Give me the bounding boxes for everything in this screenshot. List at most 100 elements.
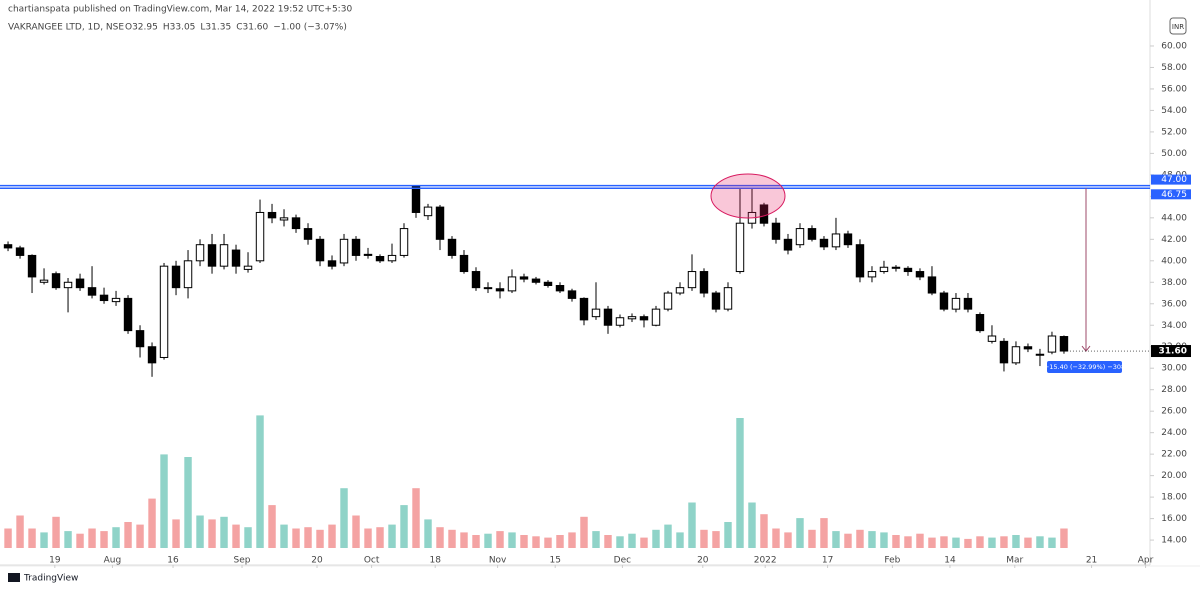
candle-body [87, 287, 97, 296]
volume-bar [124, 522, 132, 548]
candle-body [927, 276, 937, 294]
brand: TradingView [23, 574, 78, 584]
candle-body [807, 228, 817, 240]
volume-bar [832, 531, 840, 548]
candle-body [147, 346, 157, 364]
volume-bar [556, 535, 564, 548]
candle-body [711, 292, 721, 310]
candle-body [831, 233, 841, 248]
candle-body [639, 316, 649, 321]
candle-body [15, 247, 25, 256]
candle-body [51, 273, 61, 289]
x-tick-label: Feb [884, 556, 900, 566]
volume-bar [1012, 535, 1020, 548]
ohlc-value: O32.95 [125, 23, 158, 33]
y-tick-label: 58.00 [1161, 63, 1187, 73]
volume-bar [760, 514, 768, 548]
candle-body [867, 271, 877, 278]
candle-body [567, 290, 577, 299]
candle-body [447, 238, 457, 256]
x-tick-label: Dec [614, 556, 631, 566]
volume-bar [148, 498, 156, 548]
volume-bar [232, 524, 240, 548]
candle-body [1023, 346, 1033, 350]
volume-bar [460, 532, 468, 548]
volume-bar [952, 537, 960, 548]
volume-bar [280, 524, 288, 548]
volume-bar [580, 516, 588, 548]
legend: VAKRANGEE LTD, 1D, NSE O32.95 H33.05 L31.3… [8, 23, 347, 33]
x-tick-label: Oct [364, 556, 380, 566]
volume-bar [1000, 536, 1008, 548]
volume-bar [772, 528, 780, 548]
published-line: chartianspata published on TradingView.c… [8, 5, 352, 15]
volume-bar [856, 529, 864, 548]
candle-body [795, 228, 805, 246]
volume-bar [928, 537, 936, 548]
candle-body [507, 276, 517, 292]
volume-bar [64, 531, 72, 548]
candle-body [903, 267, 913, 273]
candle-body [207, 244, 217, 267]
volume-bar [520, 535, 528, 548]
candle-body [303, 228, 313, 240]
x-tick-label: Aug [104, 556, 122, 566]
x-tick-label: Sep [234, 556, 251, 566]
volume-bar [820, 518, 828, 548]
candle-body [699, 271, 709, 294]
y-tick-label: 34.00 [1161, 321, 1187, 331]
volume-bar [436, 527, 444, 548]
y-tick-label: 30.00 [1161, 364, 1187, 374]
volume-bar [28, 528, 36, 548]
y-tick-label: 38.00 [1161, 278, 1187, 288]
volume-bar [304, 527, 312, 548]
y-tick-label: 50.00 [1161, 149, 1187, 159]
volume-bar [892, 535, 900, 548]
candle-body [951, 297, 961, 310]
volume-bar [868, 531, 876, 548]
volume-bar [628, 533, 636, 548]
volume-bar [316, 529, 324, 548]
candle-body [483, 287, 493, 290]
candle-body [135, 330, 145, 348]
candle-body [243, 265, 253, 270]
volume-bar [988, 537, 996, 548]
candle-body [999, 340, 1009, 364]
candle-body [843, 233, 853, 246]
candle-body [231, 249, 241, 267]
volume-bar [616, 536, 624, 548]
candle-body [399, 228, 409, 256]
volume-bar [592, 531, 600, 548]
candle-body [735, 222, 745, 273]
volume-bar [508, 532, 516, 548]
volume-bar [136, 524, 144, 548]
candle-body [915, 271, 925, 278]
volume-bar [448, 529, 456, 548]
volume-bar [292, 528, 300, 548]
x-tick-label: 16 [167, 556, 179, 566]
volume-bar [604, 535, 612, 548]
candle-body [75, 278, 85, 289]
candle-body [891, 266, 901, 269]
volume-bar [184, 457, 192, 548]
candle-body [819, 238, 829, 248]
symbol: VAKRANGEE LTD, 1D, NSE [8, 23, 124, 33]
candle-body [723, 287, 733, 310]
candle-body [315, 238, 325, 262]
volume-bar [664, 524, 672, 548]
candle-body [99, 294, 109, 302]
currency-box [1169, 17, 1187, 35]
level-label: 47.00 [1161, 175, 1187, 185]
candle-body [963, 297, 973, 310]
volume-bar [880, 532, 888, 548]
ohlc-value: H33.05 [163, 23, 196, 33]
volume-bar [4, 528, 12, 548]
volume-bar [220, 516, 228, 548]
volume-bar [1060, 528, 1068, 548]
candle-body [1035, 353, 1045, 356]
candle-body [159, 265, 169, 358]
candle-body [279, 217, 289, 221]
volume-bar [700, 529, 708, 548]
candle-body [615, 317, 625, 326]
candle-body [555, 285, 565, 292]
